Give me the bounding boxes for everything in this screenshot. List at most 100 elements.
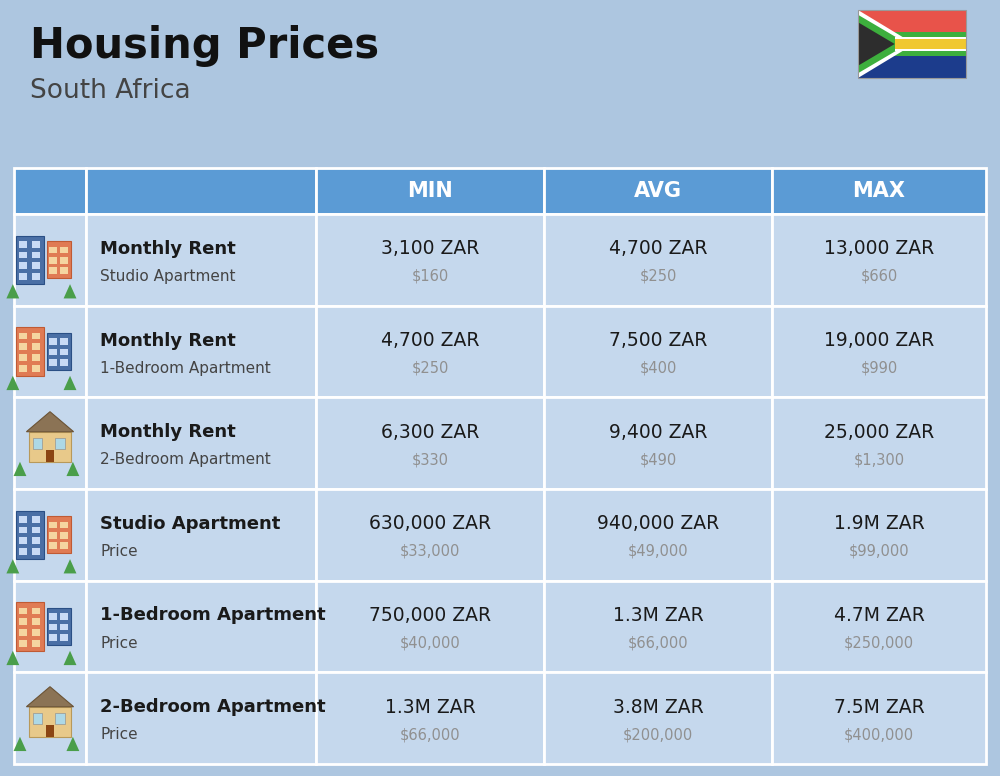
Text: 3,100 ZAR: 3,100 ZAR [381, 239, 479, 258]
Polygon shape [14, 736, 26, 751]
Bar [19, 343, 27, 350]
Bar [86, 672, 316, 764]
Bar [47, 241, 71, 279]
Bar [86, 580, 316, 672]
Polygon shape [64, 284, 76, 299]
Bar [316, 306, 544, 397]
Bar [49, 268, 57, 274]
Bar [29, 707, 71, 736]
Text: 7.5M ZAR: 7.5M ZAR [834, 698, 924, 717]
Bar [55, 438, 65, 449]
Bar [32, 354, 40, 361]
Text: MAX: MAX [852, 181, 906, 201]
Bar [86, 214, 316, 306]
Bar [29, 431, 71, 462]
Bar [772, 168, 986, 214]
Bar [86, 397, 316, 489]
Bar [14, 214, 86, 306]
Bar [60, 613, 68, 620]
Text: AVG: AVG [634, 181, 682, 201]
Text: 4.7M ZAR: 4.7M ZAR [834, 606, 924, 625]
Text: 25,000 ZAR: 25,000 ZAR [824, 423, 934, 442]
Text: Price: Price [100, 544, 138, 559]
Bar [60, 634, 68, 641]
Text: 6,300 ZAR: 6,300 ZAR [381, 423, 479, 442]
Text: $1,300: $1,300 [853, 452, 905, 467]
Bar [19, 262, 27, 269]
Text: 940,000 ZAR: 940,000 ZAR [597, 514, 719, 533]
Bar [858, 56, 966, 78]
Bar [49, 521, 57, 528]
Bar [16, 602, 44, 651]
Bar [14, 168, 86, 214]
Bar [544, 168, 772, 214]
Bar [895, 39, 966, 50]
Text: 1.3M ZAR: 1.3M ZAR [613, 606, 703, 625]
Bar [47, 608, 71, 645]
Bar [14, 397, 86, 489]
Bar [19, 516, 27, 523]
Bar [19, 618, 27, 625]
Bar [60, 542, 68, 549]
Bar [55, 713, 65, 723]
Bar [49, 338, 57, 345]
Bar [19, 639, 27, 646]
Bar [19, 241, 27, 248]
Text: $66,000: $66,000 [628, 636, 688, 650]
Bar [60, 624, 68, 630]
Bar [60, 532, 68, 539]
Bar [19, 354, 27, 361]
Text: Housing Prices: Housing Prices [30, 25, 379, 67]
Bar [19, 273, 27, 280]
Bar [772, 672, 986, 764]
Bar [19, 251, 27, 258]
Text: $250,000: $250,000 [844, 636, 914, 650]
Bar [86, 489, 316, 580]
Text: South Africa: South Africa [30, 78, 191, 104]
Bar [46, 725, 54, 736]
Bar [49, 257, 57, 264]
Bar [49, 532, 57, 539]
Text: Studio Apartment: Studio Apartment [100, 268, 236, 284]
Bar [858, 10, 966, 78]
Text: $990: $990 [860, 361, 898, 376]
Polygon shape [6, 651, 19, 665]
Polygon shape [26, 412, 74, 431]
Bar [16, 236, 44, 284]
Polygon shape [6, 376, 19, 390]
Bar [32, 537, 40, 544]
Text: Monthly Rent: Monthly Rent [100, 423, 236, 442]
Bar [60, 247, 68, 253]
Text: $49,000: $49,000 [628, 544, 688, 559]
Bar [32, 548, 40, 555]
Polygon shape [64, 376, 76, 390]
Polygon shape [66, 462, 79, 476]
Bar [60, 348, 68, 355]
Text: Monthly Rent: Monthly Rent [100, 331, 236, 349]
Bar [32, 365, 40, 372]
Text: $490: $490 [639, 452, 677, 467]
Text: Studio Apartment: Studio Apartment [100, 514, 280, 533]
Bar [49, 613, 57, 620]
Bar [32, 527, 40, 533]
Text: $99,000: $99,000 [849, 544, 909, 559]
Text: 3.8M ZAR: 3.8M ZAR [613, 698, 703, 717]
Text: $66,000: $66,000 [400, 727, 460, 742]
Text: $160: $160 [411, 268, 449, 284]
Bar [60, 359, 68, 365]
Text: 750,000 ZAR: 750,000 ZAR [369, 606, 491, 625]
Bar [47, 333, 71, 370]
Bar [544, 672, 772, 764]
Bar [86, 168, 316, 214]
Bar [16, 327, 44, 376]
Bar [14, 580, 86, 672]
Bar [772, 580, 986, 672]
Text: $400: $400 [639, 361, 677, 376]
Bar [316, 580, 544, 672]
Text: $40,000: $40,000 [400, 636, 460, 650]
Bar [14, 672, 86, 764]
Bar [49, 624, 57, 630]
Bar [60, 257, 68, 264]
Bar [49, 359, 57, 365]
Bar [316, 489, 544, 580]
